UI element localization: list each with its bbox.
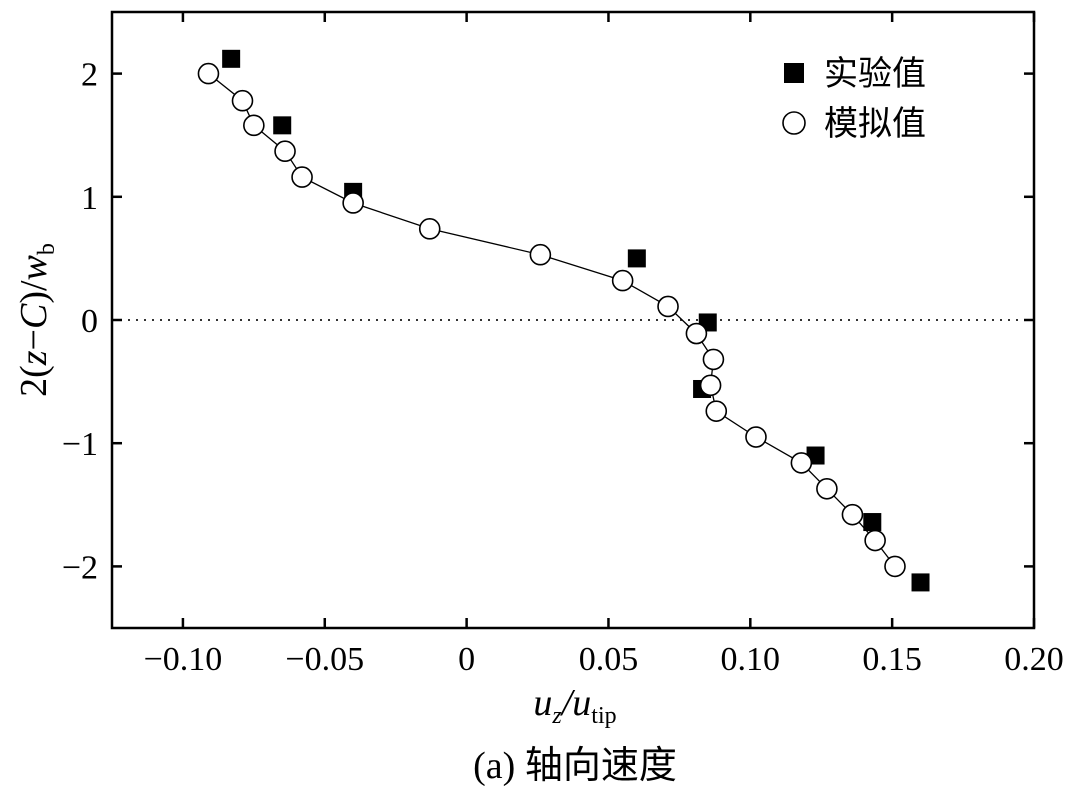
data-point-simulated xyxy=(699,374,722,397)
data-point-simulated xyxy=(790,452,813,474)
y-axis-title-mid: )/ xyxy=(13,280,55,304)
data-point-experimental xyxy=(273,116,292,135)
data-point-simulated xyxy=(231,89,254,112)
data-point-simulated xyxy=(274,140,296,163)
x-axis-title-sep: /u xyxy=(560,682,592,724)
y-axis-title: 2(z−C)/wb xyxy=(13,243,60,397)
y-axis-title-op: − xyxy=(13,329,55,350)
y-tick-label: 0 xyxy=(81,303,98,340)
data-point-experimental xyxy=(863,513,882,532)
x-tick-label: 0.10 xyxy=(721,641,781,678)
y-tick-label: 2 xyxy=(81,57,98,94)
data-point-experimental xyxy=(627,249,646,268)
legend-marker-simulated xyxy=(782,111,806,135)
data-point-simulated xyxy=(342,192,364,214)
legend-label: 模拟值 xyxy=(824,104,926,144)
y-axis-title-w-sub: b xyxy=(34,243,60,255)
x-axis-title-main: u xyxy=(533,682,552,724)
data-point-experimental xyxy=(911,573,930,592)
x-axis-title: uz/utip xyxy=(533,682,616,729)
y-tick-label: 1 xyxy=(81,180,98,217)
data-point-simulated xyxy=(418,218,441,240)
data-marks xyxy=(197,49,930,592)
data-point-simulated xyxy=(243,114,265,137)
x-tick-label: 0 xyxy=(458,641,475,678)
data-point-simulated xyxy=(611,269,634,292)
data-point-simulated xyxy=(841,503,864,526)
x-tick-label: −0.05 xyxy=(285,641,364,678)
data-point-simulated xyxy=(291,166,313,188)
data-point-simulated xyxy=(884,555,906,578)
y-axis-title-w: w xyxy=(13,254,55,280)
legend-label: 实验值 xyxy=(824,54,926,94)
y-axis-title-z: z xyxy=(13,350,55,366)
data-point-simulated xyxy=(745,426,767,448)
x-axis-title-main-sub: z xyxy=(551,703,562,729)
y-axis-title-c: C xyxy=(13,303,55,329)
legend-marker-experimental xyxy=(784,63,804,83)
y-axis-title-prefix: 2( xyxy=(13,365,55,397)
data-point-simulated xyxy=(816,477,838,500)
data-point-simulated xyxy=(657,295,679,318)
x-tick-label: 0.15 xyxy=(862,641,922,678)
data-point-simulated xyxy=(864,529,886,552)
data-point-simulated xyxy=(702,348,725,371)
data-point-simulated xyxy=(705,400,728,422)
y-tick-label: −1 xyxy=(62,426,98,463)
x-axis-title-sep-sub: tip xyxy=(591,703,616,729)
x-tick-label: 0.05 xyxy=(579,641,639,678)
axis-ticks: −0.10 −0.05 0 0.05 0.10 0.15 0.20 2 1 0 −1 −2 xyxy=(62,12,1064,678)
data-point-simulated xyxy=(197,62,220,85)
figure-caption: (a) 轴向速度 xyxy=(473,745,677,787)
data-point-simulated xyxy=(529,243,552,266)
data-point-simulated xyxy=(685,322,708,345)
x-tick-label: −0.10 xyxy=(144,641,223,678)
y-tick-label: −2 xyxy=(62,549,98,586)
data-point-experimental xyxy=(222,49,241,68)
x-tick-label: 0.20 xyxy=(1004,641,1064,678)
